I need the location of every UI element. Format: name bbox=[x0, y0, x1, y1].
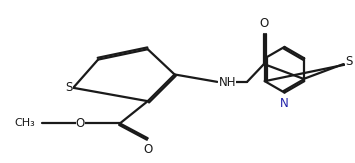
Text: S: S bbox=[65, 81, 72, 94]
Text: N: N bbox=[280, 97, 289, 110]
Text: NH: NH bbox=[219, 76, 236, 89]
Text: O: O bbox=[144, 143, 153, 156]
Text: S: S bbox=[345, 55, 353, 68]
Text: O: O bbox=[260, 17, 269, 30]
Text: CH₃: CH₃ bbox=[14, 118, 35, 128]
Text: O: O bbox=[76, 117, 85, 130]
